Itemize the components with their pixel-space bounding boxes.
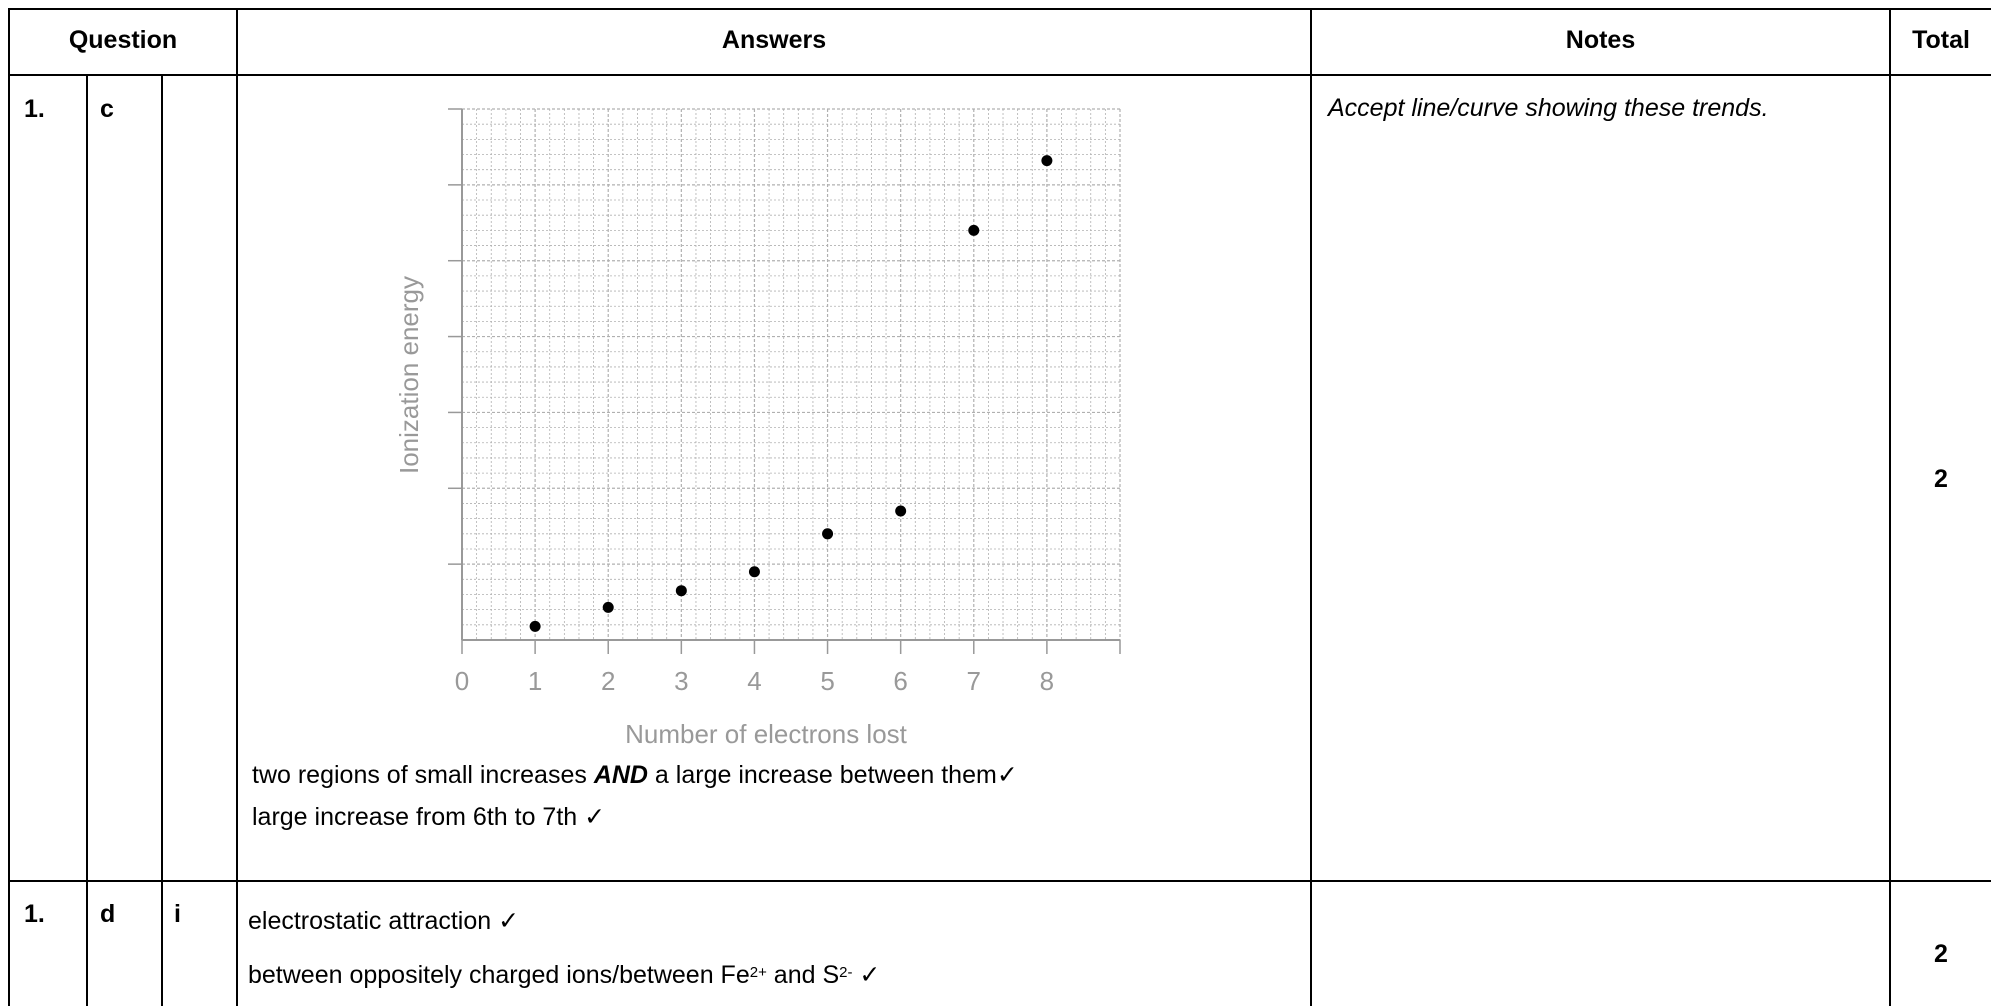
- row1-answer-and: AND: [593, 761, 648, 789]
- col-divider-total: [1889, 8, 1891, 1006]
- row1-question-part: c: [100, 95, 114, 123]
- data-point: [895, 505, 907, 517]
- col-divider-notes: [1310, 8, 1312, 1006]
- header-answers: Answers: [721, 26, 827, 54]
- row2-answer-line1: electrostatic attraction ✓: [248, 903, 519, 939]
- tick-mark-icon: ✓: [859, 961, 881, 989]
- sulfide-charge-superscript: 2-: [839, 964, 853, 981]
- data-point: [529, 620, 541, 632]
- row1-answer-line1: two regions of small increases AND a lar…: [252, 757, 1018, 793]
- header-notes: Notes: [1565, 26, 1636, 54]
- x-tick-label: 6: [893, 666, 907, 696]
- row2-question-part: d: [100, 900, 116, 928]
- x-tick-label: 8: [1040, 666, 1054, 696]
- table-border-left: [8, 8, 10, 1006]
- data-point: [602, 601, 614, 613]
- data-point: [748, 566, 760, 578]
- x-tick-label: 7: [967, 666, 981, 696]
- x-axis-label: Number of electrons lost: [625, 719, 908, 749]
- row-divider: [8, 880, 1991, 882]
- row2-answer-line2-text-b: and S: [766, 961, 840, 989]
- x-tick-label: 4: [747, 666, 761, 696]
- tick-mark-icon: ✓: [498, 907, 520, 935]
- col-divider-qpart: [161, 74, 163, 1006]
- col-divider-answers: [236, 8, 238, 1006]
- data-point: [822, 528, 834, 540]
- row1-total: 2: [1934, 465, 1948, 493]
- data-point: [675, 585, 687, 597]
- data-point: [968, 224, 980, 236]
- row2-question-number: 1.: [24, 900, 45, 928]
- row1-answer-line1-text-c: a large increase between them: [647, 761, 997, 789]
- row2-question-subpart: i: [174, 900, 181, 928]
- iron-charge-superscript: 2+: [749, 964, 767, 981]
- tick-mark-icon: ✓: [996, 761, 1018, 789]
- header-question: Question: [68, 26, 178, 54]
- header-total: Total: [1912, 26, 1970, 54]
- col-divider-qnum: [86, 74, 88, 1006]
- row2-answer-line2: between oppositely charged ions/between …: [248, 957, 880, 993]
- row1-notes: Accept line/curve showing these trends.: [1328, 94, 1769, 122]
- table-border-top: [8, 8, 1991, 10]
- x-tick-label: 2: [601, 666, 615, 696]
- row2-answer-line2-text-a: between oppositely charged ions/between …: [248, 961, 750, 989]
- y-axis-label: Ionization energy: [394, 276, 424, 474]
- row1-question-number: 1.: [24, 95, 45, 123]
- x-tick-label: 5: [820, 666, 834, 696]
- row1-answer-line2: large increase from 6th to 7th ✓: [252, 799, 605, 835]
- x-tick-label: 3: [674, 666, 688, 696]
- row2-total: 2: [1934, 940, 1948, 968]
- row1-answer-line2-text: large increase from 6th to 7th: [252, 803, 585, 831]
- x-tick-label: 1: [528, 666, 542, 696]
- tick-mark-icon: ✓: [584, 803, 606, 831]
- row1-answer-line1-text-a: two regions of small increases: [252, 761, 594, 789]
- data-point: [1041, 155, 1053, 167]
- ionization-energy-chart: 0 1 2 3 4 5 6 7 8 Number of electrons lost Ioniz…: [394, 108, 1121, 749]
- header-divider: [8, 74, 1991, 76]
- row2-answer-line1-text: electrostatic attraction: [248, 907, 499, 935]
- x-tick-label: 0: [455, 666, 469, 696]
